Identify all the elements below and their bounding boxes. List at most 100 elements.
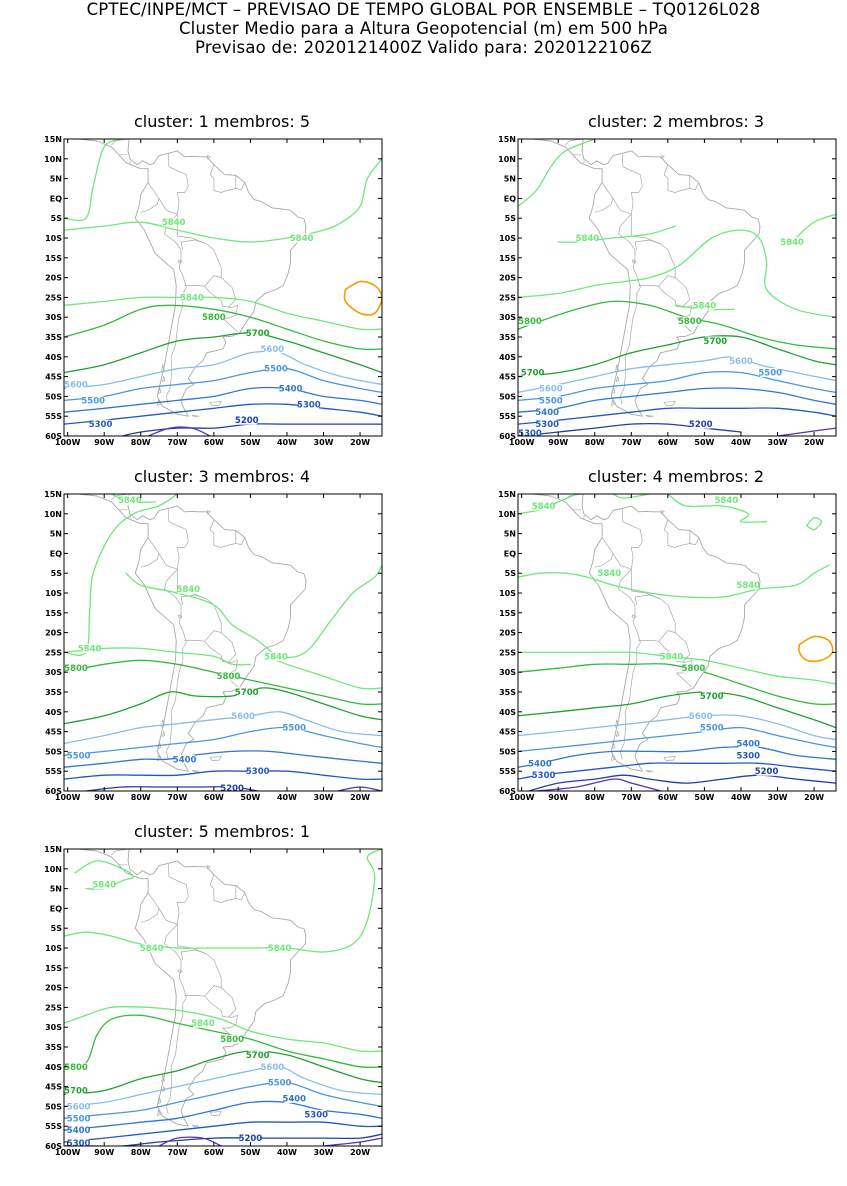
contour-label: 5600: [261, 1063, 285, 1073]
contour-label: 5500: [539, 396, 563, 406]
lat-tick-label: 15S: [45, 964, 62, 973]
lat-tick-label: 10S: [45, 589, 62, 598]
contour-label: 5800: [202, 313, 226, 323]
lat-tick-label: 15N: [498, 490, 516, 499]
lat-tick-label: 55S: [499, 412, 516, 421]
lat-tick-label: 45S: [45, 1083, 62, 1092]
country-border: [639, 631, 676, 642]
island: [207, 866, 210, 869]
lat-tick-label: 15N: [44, 490, 62, 499]
country-border: [595, 198, 613, 212]
contour-label: 5200: [689, 420, 713, 430]
lat-tick-label: 50S: [499, 747, 516, 756]
lon-tick-label: 90W: [548, 793, 568, 802]
contour-label: 5800: [678, 317, 702, 327]
island: [646, 415, 653, 417]
lat-tick-label: 45S: [45, 373, 62, 382]
lat-tick-label: 10N: [44, 510, 62, 519]
lon-tick-label: 100W: [509, 438, 535, 447]
contour-5840: [64, 494, 177, 655]
lon-tick-label: 80W: [131, 1148, 151, 1157]
island: [192, 415, 199, 417]
contour-label: 5600: [689, 712, 713, 722]
lon-tick-label: 20W: [350, 793, 370, 802]
contour-label: 5840: [140, 944, 164, 954]
contour-label: 5840: [191, 1019, 215, 1029]
contour-label: 5600: [64, 381, 88, 391]
country-border: [664, 520, 690, 548]
lon-tick-label: 60W: [658, 793, 678, 802]
contour-label: 5800: [64, 664, 88, 674]
country-border: [168, 863, 188, 924]
contour-label: 5840: [118, 496, 142, 506]
lon-tick-label: 60W: [204, 1148, 224, 1157]
contour-label: 5840: [162, 218, 186, 228]
contour-label: 5500: [282, 724, 306, 734]
island: [210, 1112, 221, 1116]
lat-tick-label: 20S: [45, 984, 62, 993]
lat-tick-label: 5S: [51, 924, 63, 933]
lon-tick-label: 80W: [585, 793, 605, 802]
lat-tick-label: 15S: [499, 609, 516, 618]
contour-label: 5500: [67, 751, 91, 761]
header-line-2: Cluster Medio para a Altura Geopotencial…: [0, 19, 847, 38]
contour-5300: [518, 763, 836, 779]
island: [162, 732, 165, 737]
contour-label: 5840: [78, 644, 102, 654]
contour-5100: [778, 428, 837, 436]
country-border: [205, 996, 232, 1017]
panel-title: cluster: 4 membros: 2: [496, 467, 836, 487]
contour-label: 5300: [736, 751, 760, 761]
lat-tick-label: 15N: [44, 845, 62, 854]
lat-tick-label: 10N: [498, 510, 516, 519]
coastline: [533, 137, 760, 416]
island: [192, 770, 199, 772]
lon-tick-label: 30W: [314, 793, 334, 802]
contour-label: 5840: [92, 881, 116, 891]
lon-tick-label: 70W: [167, 438, 187, 447]
lon-tick-label: 20W: [350, 1148, 370, 1157]
contour-lines: [64, 139, 382, 436]
lat-tick-label: 30S: [45, 1023, 62, 1032]
contour-label: 5840: [660, 652, 684, 662]
lat-tick-label: 5N: [50, 175, 62, 184]
lon-tick-label: 40W: [731, 438, 751, 447]
lat-tick-label: 15N: [498, 135, 516, 144]
lon-tick-label: 90W: [94, 793, 114, 802]
lat-tick-label: 15S: [45, 609, 62, 618]
lon-tick-label: 40W: [277, 793, 297, 802]
contour-label: 5300: [89, 420, 113, 430]
lon-tick-label: 50W: [240, 438, 260, 447]
lat-tick-label: 40S: [499, 353, 516, 362]
island: [192, 1125, 199, 1127]
country-border: [168, 508, 188, 569]
contour-5840: [64, 159, 382, 242]
figure-header: CPTEC/INPE/MCT – PREVISAO DE TEMPO GLOBA…: [0, 0, 847, 57]
contour-label: 5400: [535, 408, 559, 418]
country-border: [148, 538, 238, 687]
lat-tick-label: 40S: [45, 1063, 62, 1072]
contour-high: [344, 281, 382, 315]
lat-tick-label: EQ: [50, 904, 62, 913]
contour-5700: [64, 333, 382, 373]
country-border: [639, 276, 676, 287]
lon-tick-label: 20W: [804, 793, 824, 802]
contour-label: 5700: [700, 692, 724, 702]
contour-label: 5400: [282, 1094, 306, 1104]
contour-label: 5840: [290, 234, 314, 244]
lon-tick-label: 40W: [277, 1148, 297, 1157]
lon-tick-label: 90W: [94, 1148, 114, 1157]
contour-label: 5400: [279, 384, 303, 394]
country-border: [602, 183, 692, 332]
country-border: [148, 183, 238, 332]
country-border: [165, 924, 182, 978]
lat-tick-label: 25S: [45, 1003, 62, 1012]
panel-title: cluster: 3 membros: 4: [42, 467, 382, 487]
contour-5600: [64, 1067, 382, 1107]
country-border: [141, 908, 159, 922]
contour-labels: 5840584058405800570056005600550055005400…: [64, 218, 321, 430]
contour-label: 5700: [246, 329, 270, 339]
contour-high: [799, 636, 833, 661]
contour-5300: [518, 408, 836, 424]
lon-tick-label: 100W: [509, 793, 535, 802]
